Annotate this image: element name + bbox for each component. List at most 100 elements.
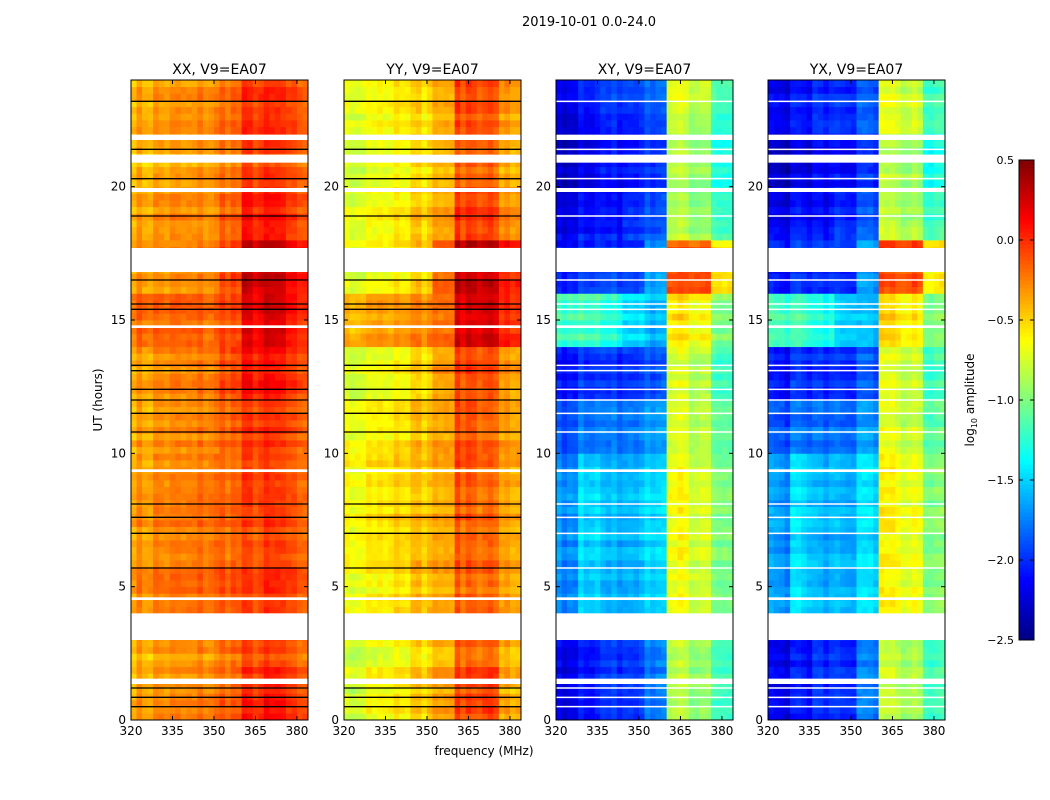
heatmap-cell — [482, 506, 489, 514]
heatmap-cell — [208, 226, 215, 234]
heatmap-cell — [426, 673, 433, 681]
heatmap-cell — [366, 653, 373, 661]
heatmap-cell — [252, 306, 259, 314]
heatmap-cell — [449, 460, 456, 468]
heatmap-cell — [131, 426, 137, 434]
heatmap-cell — [296, 226, 303, 234]
heatmap-cell — [291, 646, 298, 654]
heatmap-cell — [225, 406, 231, 414]
heatmap-cell — [460, 706, 467, 714]
heatmap-cell — [371, 453, 378, 461]
heatmap-cell — [415, 560, 422, 568]
heatmap-cell — [241, 180, 248, 188]
heatmap-cell — [382, 546, 389, 554]
heatmap-cell — [476, 493, 483, 501]
heatmap-cell — [136, 666, 143, 674]
heatmap-cell — [186, 160, 193, 168]
heatmap-cell — [274, 640, 281, 648]
heatmap-cell — [131, 233, 137, 241]
heatmap-cell — [269, 286, 276, 294]
heatmap-cell — [252, 180, 259, 188]
heatmap-cell — [454, 526, 461, 534]
heatmap-cell — [258, 306, 265, 314]
heatmap-cell — [136, 380, 143, 388]
heatmap-cell — [230, 453, 237, 461]
heatmap-cell — [460, 406, 467, 414]
heatmap-cell — [142, 700, 148, 708]
heatmap-cell — [225, 233, 231, 241]
heatmap-cell — [280, 666, 287, 674]
heatmap-cell — [263, 400, 270, 408]
heatmap-cell — [296, 713, 303, 721]
heatmap-cell — [153, 333, 160, 341]
heatmap-cell — [454, 386, 461, 394]
heatmap-cell — [225, 573, 231, 581]
heatmap-cell — [169, 520, 176, 528]
heatmap-cell — [349, 580, 356, 588]
heatmap-cell — [349, 413, 356, 421]
heatmap-cell — [426, 713, 433, 721]
heatmap-cell — [213, 433, 220, 441]
heatmap-cell — [258, 293, 265, 301]
heatmap-cell — [296, 506, 303, 514]
heatmap-cell — [382, 406, 389, 414]
heatmap-cell — [404, 486, 411, 494]
heatmap-cell — [247, 493, 254, 501]
heatmap-cell — [509, 480, 516, 488]
heatmap-cell — [186, 113, 193, 121]
heatmap-cell — [191, 86, 198, 94]
heatmap-cell — [482, 386, 489, 394]
heatmap-cell — [247, 100, 254, 108]
heatmap-cell — [208, 533, 215, 541]
heatmap-cell — [191, 700, 198, 708]
heatmap-cell — [432, 480, 439, 488]
heatmap-cell — [449, 346, 456, 354]
heatmap-cell — [164, 166, 171, 174]
heatmap-cell — [219, 280, 226, 288]
heatmap-cell — [393, 406, 400, 414]
heatmap-cell — [263, 406, 270, 414]
heatmap-cell — [493, 586, 500, 594]
heatmap-cell — [454, 540, 461, 548]
heatmap-cell — [471, 406, 478, 414]
heatmap-cell — [213, 106, 220, 114]
heatmap-cell — [258, 406, 265, 414]
heatmap-cell — [426, 553, 433, 561]
heatmap-cell — [202, 166, 209, 174]
heatmap-cell — [285, 340, 292, 348]
heatmap-cell — [208, 326, 215, 334]
heatmap-cell — [158, 346, 165, 354]
heatmap-cell — [360, 573, 367, 581]
heatmap-cell — [410, 460, 417, 468]
heatmap-cell — [175, 413, 182, 421]
heatmap-cell — [169, 480, 176, 488]
heatmap-cell — [169, 166, 176, 174]
heatmap-cell — [388, 706, 395, 714]
heatmap-cell — [285, 213, 292, 221]
heatmap-cell — [147, 480, 154, 488]
heatmap-cell — [147, 140, 154, 148]
heatmap-cell — [131, 593, 137, 601]
heatmap-cell — [186, 520, 193, 528]
heatmap-cell — [509, 646, 516, 654]
heatmap-cell — [291, 640, 298, 648]
heatmap-cell — [454, 440, 461, 448]
heatmap-cell — [208, 240, 215, 248]
heatmap-cell — [493, 713, 500, 721]
heatmap-cell — [432, 413, 439, 421]
heatmap-cell — [136, 646, 143, 654]
heatmap-cell — [344, 353, 350, 361]
heatmap-cell — [153, 193, 160, 201]
heatmap-cell — [349, 700, 356, 708]
heatmap-cell — [131, 420, 137, 428]
heatmap-cell — [296, 460, 303, 468]
heatmap-cell — [158, 426, 165, 434]
heatmap-cell — [493, 593, 500, 601]
heatmap-cell — [274, 233, 281, 241]
heatmap-cell — [302, 140, 309, 148]
heatmap-cell — [302, 473, 309, 481]
heatmap-cell — [158, 100, 165, 108]
heatmap-cell — [131, 700, 137, 708]
heatmap-cell — [208, 353, 215, 361]
heatmap-cell — [498, 460, 505, 468]
